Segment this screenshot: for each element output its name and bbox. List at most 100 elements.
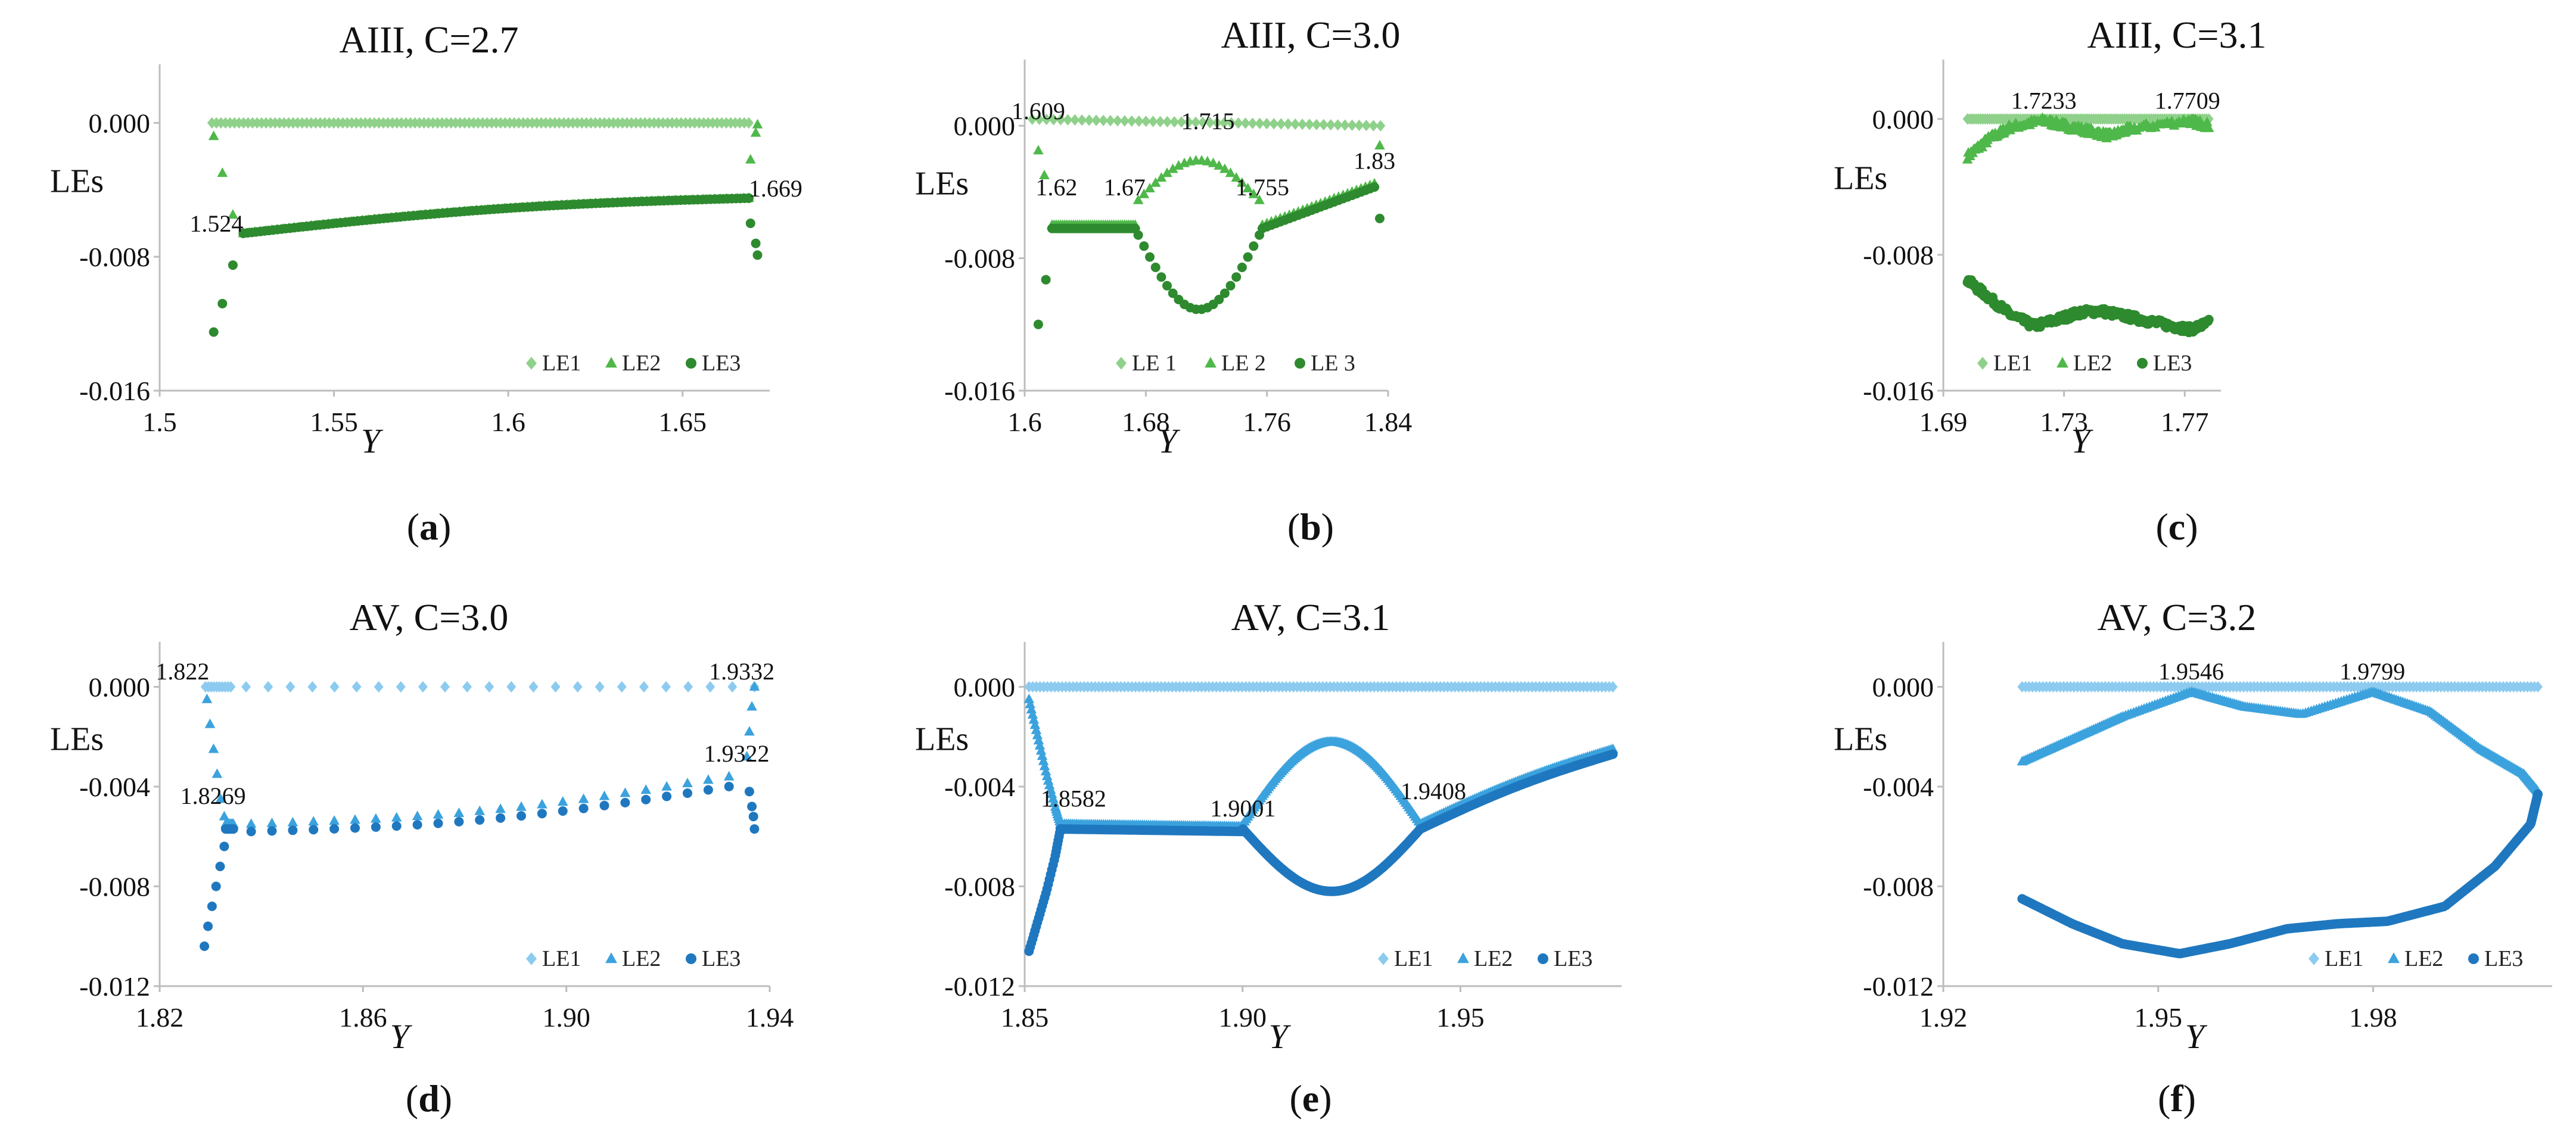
chart-title: AIII, C=3.0 — [1221, 14, 1401, 56]
data-point — [750, 127, 761, 137]
data-point — [749, 681, 760, 691]
data-point — [215, 862, 225, 871]
data-point — [2204, 314, 2214, 325]
data-point — [620, 797, 630, 807]
legend-label: LE 2 — [1221, 351, 1266, 376]
legend-label: LE3 — [2484, 946, 2523, 971]
caption-close: ) — [438, 506, 451, 548]
caption-close: ) — [2185, 506, 2198, 548]
point-annotation: 1.67 — [1104, 174, 1146, 201]
data-point — [1148, 116, 1158, 127]
point-annotation: 1.9322 — [704, 740, 770, 767]
y-tick-label: 0.000 — [1872, 672, 1934, 702]
y-tick-label: -0.008 — [944, 871, 1015, 902]
data-point — [617, 681, 627, 693]
data-point — [752, 250, 763, 260]
data-point — [1608, 681, 1618, 693]
data-point — [1376, 120, 1386, 132]
y-axis-label: LEs — [1834, 160, 1887, 197]
data-point — [1029, 719, 1041, 729]
legend-label: LE 1 — [1132, 351, 1177, 376]
x-tick-label: 1.73 — [2040, 407, 2088, 437]
data-point — [661, 681, 671, 693]
y-tick-label: -0.016 — [944, 376, 1015, 406]
data-point — [573, 681, 583, 693]
x-tick-label: 1.69 — [1919, 407, 1968, 437]
data-point — [1333, 119, 1343, 131]
point-annotation: 1.609 — [1012, 98, 1065, 124]
data-point — [1354, 119, 1364, 132]
legend-marker — [1116, 357, 1127, 370]
series-le2 — [201, 681, 760, 828]
legend-marker — [2468, 953, 2479, 964]
data-point — [1040, 766, 1051, 776]
data-point — [1063, 114, 1073, 126]
y-tick-label: -0.012 — [79, 971, 150, 1002]
data-point — [1144, 183, 1155, 192]
data-point — [201, 693, 213, 703]
point-annotation: 1.9001 — [1210, 795, 1275, 822]
data-point — [550, 681, 561, 693]
data-point — [1347, 119, 1357, 131]
data-point — [1248, 188, 1259, 198]
y-tick-label: -0.016 — [1863, 376, 1934, 406]
legend-marker — [1205, 357, 1217, 368]
x-tick-label: 1.94 — [746, 1002, 794, 1033]
data-point — [1112, 115, 1122, 127]
data-point — [475, 815, 485, 825]
data-point — [1150, 177, 1161, 187]
data-point — [1212, 117, 1222, 129]
x-tick-label: 1.85 — [1001, 1002, 1049, 1033]
data-point — [506, 681, 517, 693]
data-point — [683, 681, 693, 693]
data-point — [433, 809, 444, 819]
legend-marker — [1538, 953, 1548, 964]
data-point — [640, 784, 651, 794]
legend-marker — [1295, 358, 1305, 369]
legend-marker — [605, 952, 617, 963]
data-point — [412, 810, 423, 821]
x-axis-label: Y — [390, 1017, 413, 1056]
data-point — [1237, 263, 1247, 272]
y-tick-label: -0.004 — [1863, 772, 1934, 802]
data-point — [1368, 120, 1379, 132]
point-annotation: 1.83 — [1354, 147, 1395, 174]
data-point — [1168, 288, 1178, 298]
x-tick-label: 1.84 — [1364, 407, 1413, 437]
legend-marker — [1378, 952, 1389, 965]
legend-label: LE3 — [1554, 946, 1592, 971]
legend-marker — [2309, 952, 2319, 965]
y-tick-label: -0.012 — [944, 971, 1015, 1002]
data-point — [1298, 119, 1308, 130]
caption-close: ) — [440, 1077, 452, 1120]
data-point — [1138, 188, 1150, 198]
data-point — [1039, 170, 1050, 179]
legend-label: LE2 — [1474, 946, 1513, 971]
data-point — [288, 825, 298, 835]
data-point — [1162, 116, 1172, 127]
data-point — [1084, 114, 1094, 126]
data-point — [749, 824, 760, 834]
legend: LE1 LE2 LE3 — [526, 351, 741, 376]
point-annotation: 1.669 — [749, 175, 802, 202]
data-point — [2533, 789, 2543, 799]
data-point — [307, 681, 318, 693]
data-point — [287, 816, 298, 827]
x-tick-label: 1.95 — [1436, 1002, 1485, 1033]
legend-marker — [686, 953, 696, 964]
legend-label: LE3 — [702, 946, 741, 971]
data-point — [1340, 119, 1350, 131]
y-tick-label: 0.000 — [89, 108, 151, 138]
data-point — [557, 796, 568, 806]
data-point — [1070, 114, 1080, 126]
data-point — [329, 815, 340, 825]
x-tick-label: 1.82 — [136, 1002, 184, 1033]
data-point — [516, 801, 527, 811]
series-le2 — [2017, 686, 2543, 796]
point-annotation: 1.8582 — [1041, 785, 1106, 812]
x-axis-label: Y — [2071, 422, 2093, 460]
data-point — [1024, 946, 1034, 956]
data-point — [1155, 116, 1165, 127]
